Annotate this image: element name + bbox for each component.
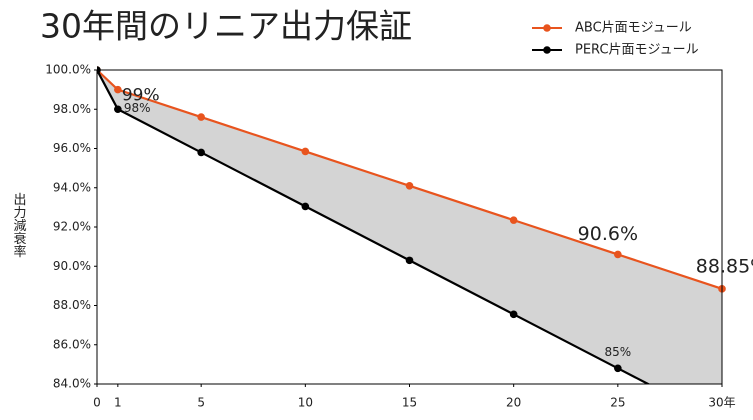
- point: [114, 85, 122, 94]
- x-tick-label: 10: [298, 396, 313, 410]
- y-tick-label: 100.0%: [45, 63, 91, 77]
- point: [197, 148, 205, 157]
- y-tick-label: 96.0%: [53, 141, 91, 155]
- gap-area: [97, 70, 722, 384]
- y-tick-label: 84.0%: [53, 377, 91, 391]
- series-line: [97, 69, 651, 384]
- y-tick-label: 88.0%: [53, 298, 91, 312]
- y-tick-label: 86.0%: [53, 337, 91, 351]
- value-label: 90.6%: [578, 223, 638, 245]
- point: [197, 113, 205, 121]
- series-line: [97, 69, 723, 290]
- point: [614, 364, 622, 373]
- y-axis-label: 出力減衰率: [11, 193, 27, 258]
- point: [301, 147, 310, 156]
- point: [509, 310, 518, 319]
- x-tick-label: 1: [114, 396, 122, 410]
- legend-marker: [543, 46, 551, 54]
- value-label: 85%: [604, 345, 631, 359]
- x-tick-label: 30年: [708, 396, 735, 410]
- plot-area: [97, 66, 726, 384]
- x-tick-label: 5: [197, 396, 205, 410]
- value-label: 99%: [122, 86, 160, 106]
- y-tick-label: 98.0%: [53, 102, 91, 116]
- chart-title: 30年間のリニア出力保証: [40, 7, 412, 46]
- point: [509, 216, 518, 224]
- value-label: 98%: [124, 101, 151, 115]
- value-label: 88.85%: [696, 255, 753, 277]
- point: [114, 105, 122, 114]
- x-tick-label: 0: [93, 396, 101, 410]
- legend-marker: [543, 24, 551, 32]
- point: [614, 250, 622, 259]
- y-tick-label: 92.0%: [53, 220, 91, 234]
- y-tick-label: 90.0%: [53, 259, 91, 273]
- point: [405, 256, 414, 265]
- y-tick-label: 94.0%: [53, 180, 91, 194]
- x-tick-label: 25: [610, 396, 625, 410]
- point: [405, 181, 414, 190]
- x-tick-label: 15: [402, 396, 417, 410]
- legend-label: PERC片面モジュール: [575, 43, 699, 58]
- point: [301, 202, 310, 211]
- legend-label: ABC片面モジュール: [575, 21, 692, 36]
- x-tick-label: 20: [506, 396, 521, 410]
